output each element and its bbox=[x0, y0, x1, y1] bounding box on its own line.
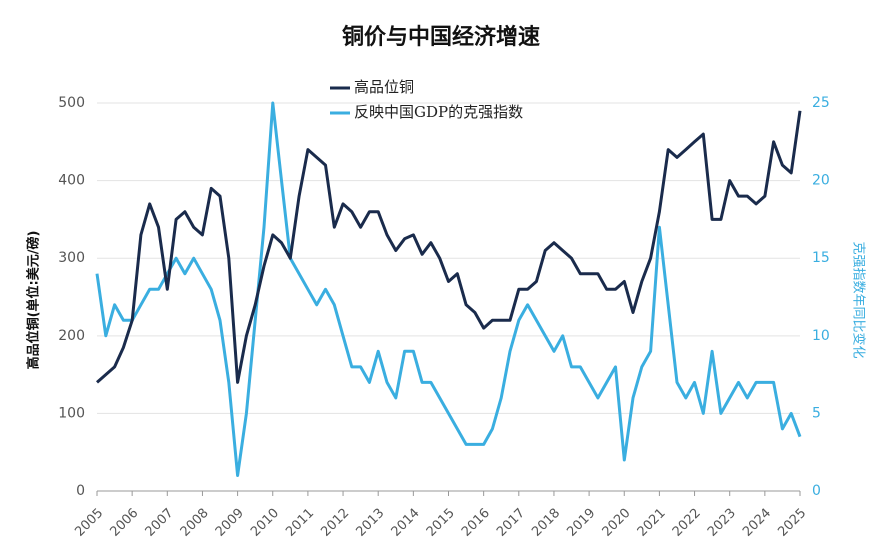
x-tick-label: 2014 bbox=[389, 506, 423, 540]
y2-tick-label: 15 bbox=[812, 250, 830, 266]
x-tick-label: 2019 bbox=[564, 506, 598, 540]
legend-label: 高品位铜 bbox=[354, 78, 414, 96]
y-tick-label: 400 bbox=[58, 173, 85, 189]
legend-label: 反映中国GDP的克强指数 bbox=[354, 103, 523, 121]
y2-tick-label: 20 bbox=[812, 173, 830, 189]
y-tick-label: 300 bbox=[58, 250, 85, 266]
y2-tick-label: 25 bbox=[812, 95, 830, 111]
x-tick-label: 2013 bbox=[353, 506, 387, 540]
x-tick-label: 2018 bbox=[529, 506, 563, 540]
x-tick-label: 2007 bbox=[143, 506, 177, 540]
x-tick-label: 2016 bbox=[459, 506, 493, 540]
y2-tick-label: 10 bbox=[812, 328, 830, 344]
x-tick-label: 2023 bbox=[705, 506, 739, 540]
x-tick-label: 2005 bbox=[72, 506, 106, 540]
y2-tick-label: 0 bbox=[812, 483, 821, 499]
series-line bbox=[96, 110, 802, 384]
x-tick-label: 2015 bbox=[424, 506, 458, 540]
y-tick-label: 500 bbox=[58, 95, 85, 111]
y2-axis-label: 克强指数年同比变化 bbox=[851, 241, 867, 358]
x-tick-label: 2012 bbox=[318, 506, 352, 540]
x-tick-label: 2024 bbox=[740, 506, 774, 540]
x-tick-label: 2009 bbox=[213, 506, 247, 540]
y-tick-label: 200 bbox=[58, 328, 85, 344]
y-tick-label: 0 bbox=[76, 483, 85, 499]
x-tick-label: 2017 bbox=[494, 506, 528, 540]
x-tick-label: 2025 bbox=[775, 506, 809, 540]
x-tick-label: 2021 bbox=[635, 506, 669, 540]
series-line bbox=[95, 101, 802, 477]
x-tick-label: 2011 bbox=[283, 506, 317, 540]
x-tick-label: 2008 bbox=[178, 506, 212, 540]
y-tick-label: 100 bbox=[58, 405, 85, 421]
x-tick-label: 2010 bbox=[248, 506, 282, 540]
x-tick-label: 2020 bbox=[600, 506, 634, 540]
y2-tick-label: 5 bbox=[812, 405, 821, 421]
y-axis-label: 高品位铜(单位:美元/磅) bbox=[26, 231, 42, 370]
chart-title: 铜价与中国经济增速 bbox=[342, 24, 540, 50]
x-tick-label: 2006 bbox=[107, 506, 141, 540]
x-tick-label: 2022 bbox=[670, 506, 704, 540]
